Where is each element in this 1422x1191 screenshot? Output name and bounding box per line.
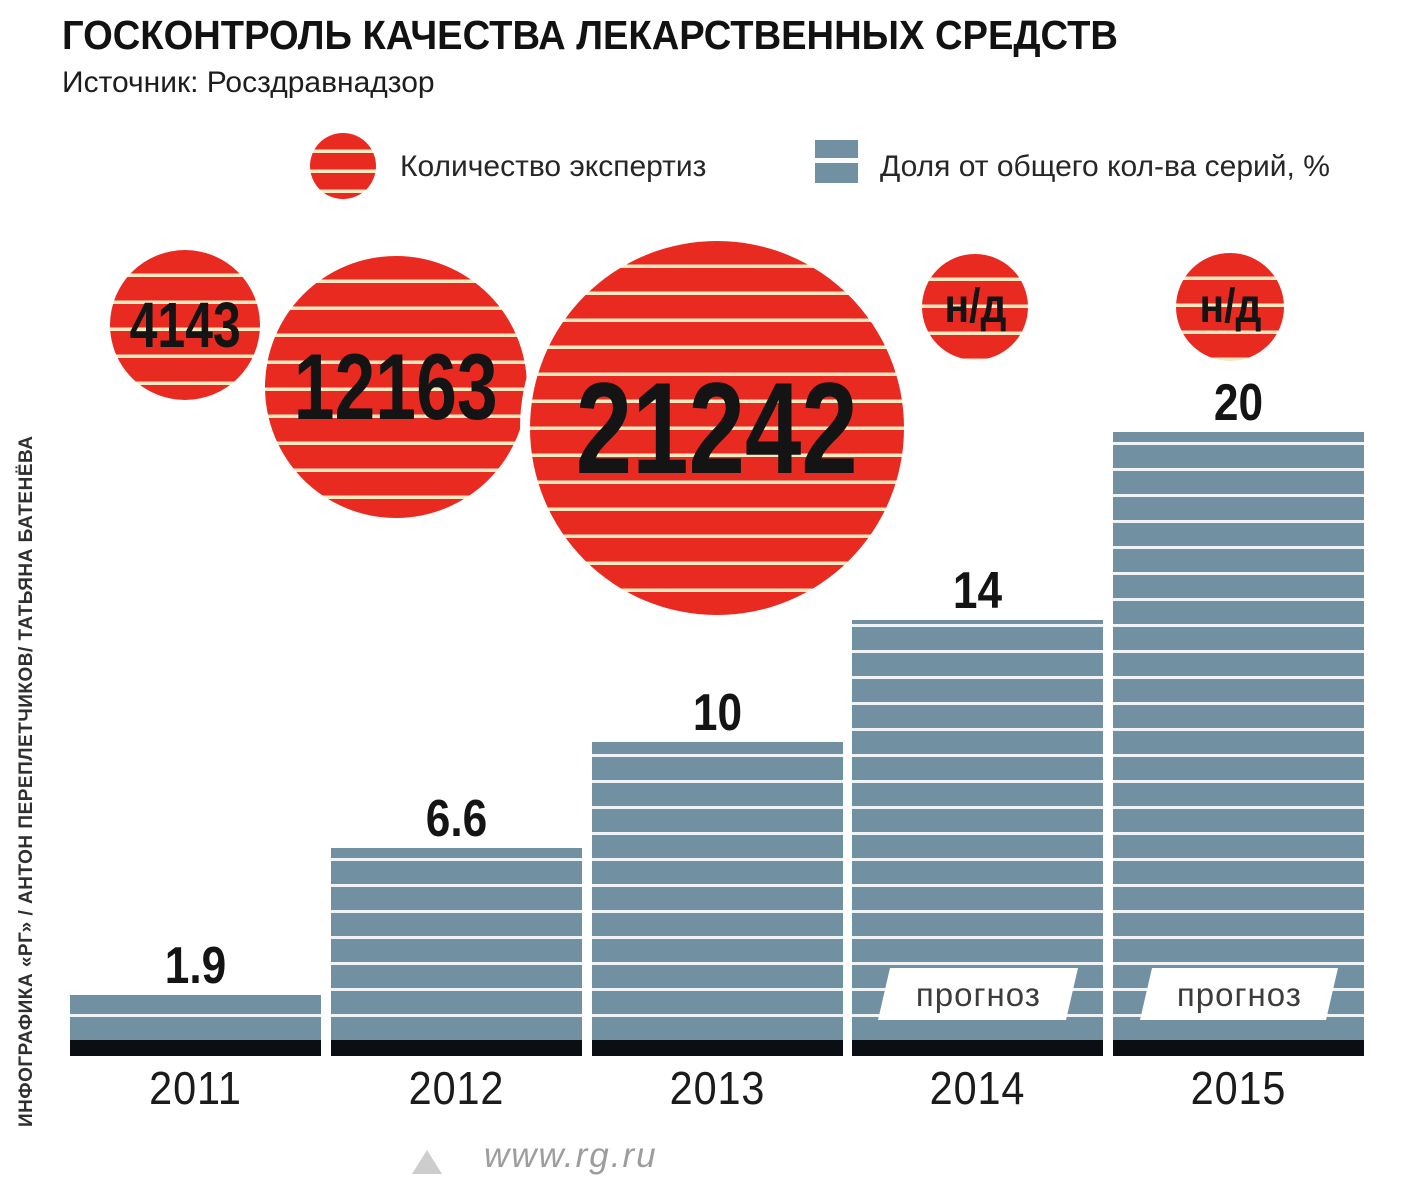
year-label-2011: 2011 xyxy=(149,1062,242,1114)
bar-value-2015: 20 xyxy=(1213,374,1264,432)
bar-value-2012: 6.6 xyxy=(425,790,488,848)
bubble-2011: 4143 xyxy=(110,250,260,400)
bubble-2012: 12163 xyxy=(265,256,527,518)
legend-expertise-swatch-icon xyxy=(310,133,376,199)
bar-value-2013: 10 xyxy=(692,684,743,742)
triangle-logo-icon xyxy=(412,1150,442,1174)
credit-text: ИНФОГРАФИКА «РГ» / АНТОН ПЕРЕПЛЕТЧИКОВ/ … xyxy=(16,435,37,1127)
bubble-2014-value: н/д xyxy=(944,280,1006,333)
bar-2012 xyxy=(331,848,582,1040)
baseline-2015 xyxy=(1113,1040,1364,1056)
forecast-tag-2014: прогноз xyxy=(877,968,1079,1020)
year-label-2014: 2014 xyxy=(929,1062,1026,1114)
bubble-2013: 21242 xyxy=(530,241,904,615)
baseline-2013 xyxy=(592,1040,843,1056)
bubble-2014: н/д xyxy=(922,254,1028,360)
forecast-tag-2015: прогноз xyxy=(1139,968,1339,1020)
forecast-tag-2015-label: прогноз xyxy=(1176,975,1302,1013)
bar-2011 xyxy=(70,995,321,1040)
baseline-2014 xyxy=(852,1040,1103,1056)
bar-value-2011: 1.9 xyxy=(164,937,227,995)
page-title: ГОСКОНТРОЛЬ КАЧЕСТВА ЛЕКАРСТВЕННЫХ СРЕДС… xyxy=(62,12,1118,58)
legend-expertise-label: Количество экспертиз xyxy=(400,150,707,183)
legend-share-label: Доля от общего кол-ва серий, % xyxy=(880,150,1330,183)
year-label-2013: 2013 xyxy=(669,1062,766,1114)
bubble-2011-value: 4143 xyxy=(129,289,241,361)
bubble-2015-value: н/д xyxy=(1199,280,1261,333)
bubble-2015: н/д xyxy=(1176,253,1284,361)
footer: www.rg.ru xyxy=(412,1136,658,1176)
site-url[interactable]: www.rg.ru xyxy=(484,1136,658,1175)
bubble-2012-value: 12163 xyxy=(294,334,498,439)
source-label: Источник: Росздравнадзор xyxy=(62,66,435,99)
bar-2013 xyxy=(592,742,843,1040)
baseline-2011 xyxy=(70,1040,321,1056)
bar-2015 xyxy=(1113,432,1364,1040)
year-label-2012: 2012 xyxy=(408,1062,505,1114)
year-label-2015: 2015 xyxy=(1190,1062,1287,1114)
bubble-2013-value: 21242 xyxy=(576,355,858,501)
forecast-tag-2014-label: прогноз xyxy=(915,975,1041,1013)
bar-value-2014: 14 xyxy=(952,562,1003,620)
legend-share-swatch-icon xyxy=(815,140,858,183)
baseline-2012 xyxy=(331,1040,582,1056)
